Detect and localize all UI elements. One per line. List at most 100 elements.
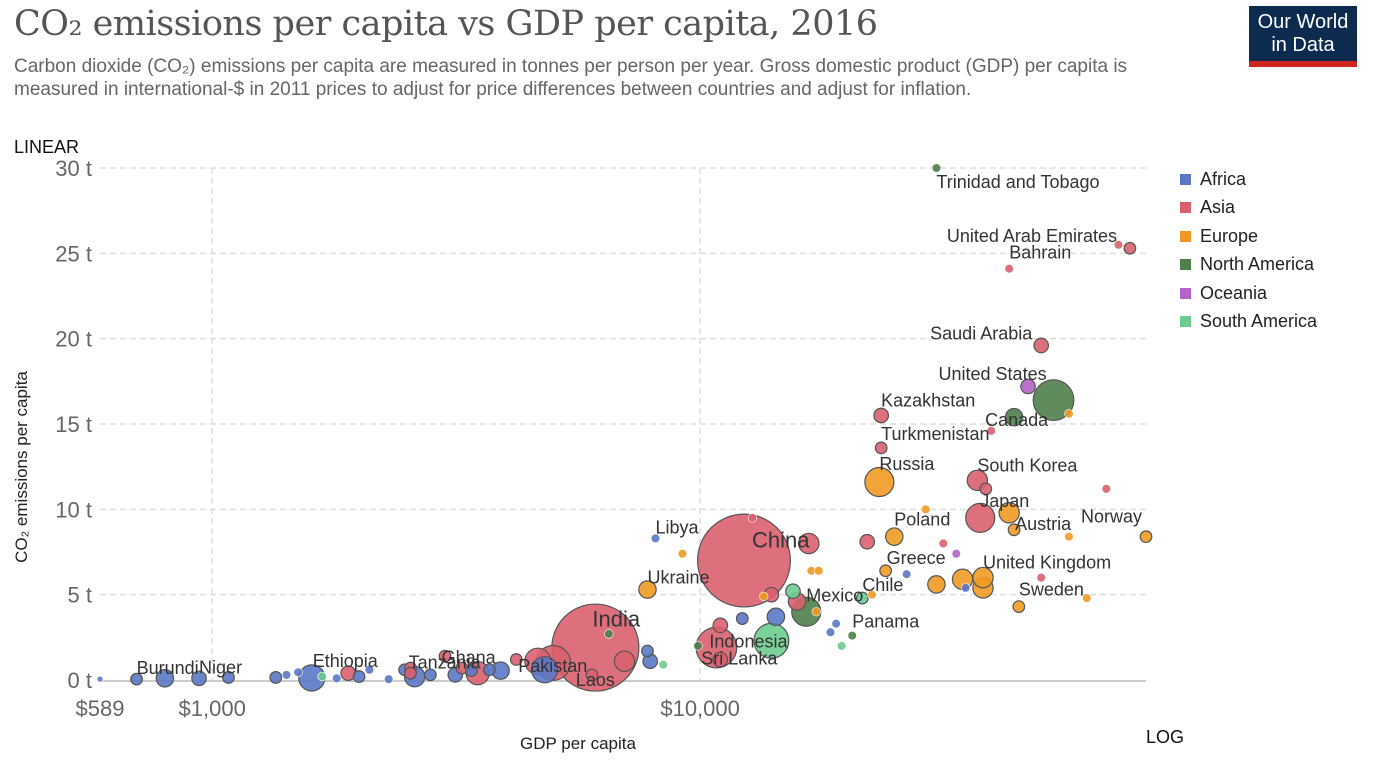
data-point[interactable] [317,671,327,682]
data-point-panama[interactable] [847,630,857,641]
data-point[interactable] [859,533,876,550]
data-point[interactable] [927,575,946,594]
point-label: Turkmenistan [881,424,989,444]
data-point[interactable] [1082,593,1092,603]
legend-item-africa[interactable]: Africa [1180,165,1317,194]
legend-item-europe[interactable]: Europe [1180,222,1317,251]
legend-label: Europe [1200,225,1259,246]
data-point-libya[interactable] [650,533,661,543]
data-point[interactable] [735,612,749,625]
data-point[interactable] [281,670,292,680]
data-point-norway[interactable] [1139,530,1153,544]
data-point[interactable] [759,591,769,602]
data-point[interactable] [1113,240,1124,250]
data-point[interactable] [979,482,993,496]
data-point[interactable] [604,629,614,639]
data-point[interactable] [483,663,496,677]
data-point-sweden[interactable] [1012,600,1026,614]
legend-item-south-america[interactable]: South America [1180,308,1317,337]
data-point-russia[interactable] [864,466,895,498]
y-scale-toggle[interactable]: LINEAR [14,137,80,157]
point-label: United Kingdom [983,553,1111,573]
data-point[interactable] [384,674,394,684]
data-point[interactable] [867,590,877,600]
data-point-austria[interactable] [1007,523,1021,537]
data-point[interactable] [269,671,283,684]
data-point[interactable] [811,607,821,617]
data-point[interactable] [693,641,703,651]
legend-label: South America [1200,311,1318,332]
data-point[interactable] [641,644,654,658]
data-point[interactable] [836,641,847,651]
data-point[interactable] [1020,378,1036,395]
data-point[interactable] [938,538,948,549]
data-point[interactable] [1064,531,1074,542]
legend-item-north-america[interactable]: North America [1180,251,1317,280]
data-point-canada[interactable] [1004,407,1024,427]
data-point[interactable] [814,566,824,576]
data-point[interactable] [1036,572,1046,583]
data-points [96,163,1153,692]
data-point[interactable] [352,670,366,683]
data-point-japan[interactable] [965,502,996,533]
data-point[interactable] [1064,409,1074,419]
data-point[interactable] [613,650,636,672]
data-point-turkmenistan[interactable] [874,441,888,455]
data-point[interactable] [921,504,931,514]
data-point-bahrain[interactable] [1004,264,1014,274]
data-point[interactable] [998,501,1020,524]
data-point[interactable] [798,532,820,555]
x-tick-label: $1,000 [179,696,246,721]
data-point-kazakhstan[interactable] [873,407,890,424]
data-point[interactable] [747,513,758,523]
legend-item-oceania[interactable]: Oceania [1180,279,1317,308]
data-point[interactable] [951,549,961,559]
data-point[interactable] [404,666,417,680]
data-point[interactable] [509,653,523,666]
data-point-trinidad-and-tobago[interactable] [931,163,942,173]
x-scale-toggle[interactable]: LOG [1146,727,1185,747]
data-point[interactable] [825,627,836,637]
data-point[interactable] [222,671,235,684]
point-label: Indonesia [709,632,788,652]
data-point[interactable] [423,668,437,682]
data-point-sri-lanka[interactable] [712,651,729,668]
data-point[interactable] [960,583,971,593]
data-point[interactable] [658,659,668,670]
y-tick-label: 15 t [55,412,92,437]
data-point[interactable] [530,656,559,684]
data-point-saudi-arabia[interactable] [1033,337,1050,354]
data-point-united-states[interactable] [1032,379,1075,422]
data-point[interactable] [1101,484,1111,494]
data-point-china[interactable] [696,513,791,608]
data-point-niger[interactable] [191,670,207,687]
data-point-united-kingdom[interactable] [972,566,994,589]
data-point-chile[interactable] [855,591,869,605]
point-label: Saudi Arabia [930,323,1033,343]
data-point[interactable] [785,583,801,600]
data-point[interactable] [831,619,841,629]
legend-item-asia[interactable]: Asia [1180,194,1317,223]
owid-logo[interactable]: Our World in Data [1249,6,1357,67]
data-point[interactable] [96,675,104,683]
data-point[interactable] [293,667,303,677]
data-point-greece[interactable] [879,564,893,578]
data-point-poland[interactable] [884,527,904,546]
data-point[interactable] [155,668,175,688]
data-point-laos[interactable] [585,668,599,682]
data-point[interactable] [332,673,342,683]
data-point[interactable] [677,549,688,559]
data-point[interactable] [364,665,375,675]
data-point-burundi[interactable] [130,672,143,686]
point-label: Sri Lanka [701,649,778,669]
data-point-ukraine[interactable] [638,580,657,599]
data-point[interactable] [901,569,912,579]
data-point[interactable] [712,617,729,634]
data-point[interactable] [986,426,996,436]
data-point-united-arab-emirates[interactable] [1123,241,1137,255]
data-point[interactable] [438,649,452,663]
data-point[interactable] [465,664,478,678]
point-label: Japan [980,491,1029,511]
data-point[interactable] [766,607,786,627]
